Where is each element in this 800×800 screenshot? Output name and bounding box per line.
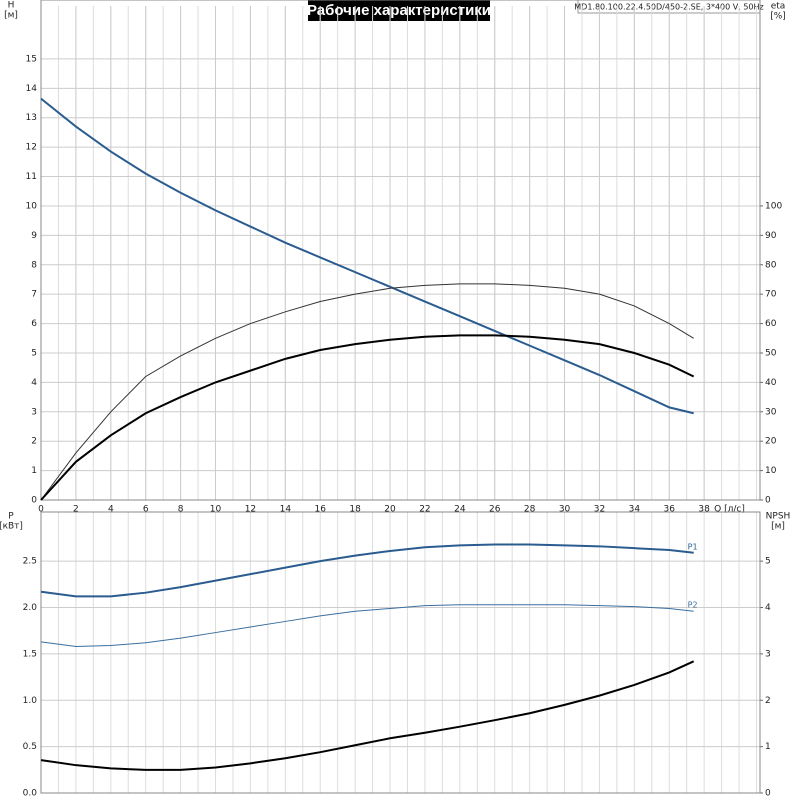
curve bbox=[40, 660, 695, 771]
title-box bbox=[308, 0, 490, 21]
y2-tick-label: 30 bbox=[765, 407, 777, 417]
y-tick-label: 8 bbox=[31, 260, 37, 270]
y-tick-label: 5 bbox=[31, 348, 37, 358]
y-tick-label: 4 bbox=[31, 378, 37, 388]
y-tick-label: 2 bbox=[31, 437, 37, 447]
series-label: P2 bbox=[688, 601, 698, 610]
y-tick-label: 1.5 bbox=[23, 649, 37, 659]
y2-tick-label: 50 bbox=[765, 348, 777, 358]
y-tick-label: 10 bbox=[26, 201, 38, 211]
y-axis-label: P bbox=[8, 512, 14, 522]
curve bbox=[40, 334, 695, 501]
y-axis-unit: [м] bbox=[4, 11, 18, 21]
x-tick-label: 30 bbox=[559, 505, 571, 515]
curve bbox=[40, 543, 694, 598]
y-tick-label: 14 bbox=[26, 84, 38, 94]
y-tick-label: 2.5 bbox=[23, 557, 37, 567]
y-tick-label: 9 bbox=[31, 231, 37, 241]
y-tick-label: 0 bbox=[31, 496, 37, 506]
x-tick-label: 12 bbox=[245, 505, 256, 515]
x-tick-label: 10 bbox=[210, 505, 222, 515]
y2-tick-label: 5 bbox=[765, 557, 771, 567]
x-tick-label: 4 bbox=[108, 505, 114, 515]
y2-axis-unit: [%] bbox=[770, 12, 786, 22]
y-tick-label: 6 bbox=[31, 319, 37, 329]
y-axis-unit: [кВт] bbox=[0, 522, 23, 532]
x-tick-label: 22 bbox=[419, 505, 430, 515]
x-tick-label: 38 bbox=[698, 505, 710, 515]
y2-tick-label: 0 bbox=[765, 496, 771, 506]
x-tick-label: 32 bbox=[594, 505, 605, 515]
y-tick-label: 1 bbox=[31, 466, 37, 476]
x-tick-label: 16 bbox=[314, 505, 326, 515]
x-tick-label: 26 bbox=[489, 505, 501, 515]
y2-tick-label: 20 bbox=[765, 437, 777, 447]
y-tick-label: 0.5 bbox=[23, 742, 37, 752]
x-tick-label: 18 bbox=[349, 505, 361, 515]
y2-axis-unit: [м] bbox=[771, 522, 785, 532]
y2-axis-label: NPSH bbox=[766, 512, 791, 522]
x-tick-label: 0 bbox=[38, 505, 44, 515]
y2-tick-label: 70 bbox=[765, 290, 777, 300]
y2-tick-label: 1 bbox=[765, 742, 771, 752]
y-tick-label: 15 bbox=[26, 54, 37, 64]
x-tick-label: 24 bbox=[454, 505, 466, 515]
y-tick-label: 1.0 bbox=[23, 696, 38, 706]
plot-frame bbox=[40, 511, 761, 794]
y2-tick-label: 40 bbox=[765, 378, 777, 388]
y-tick-label: 3 bbox=[31, 407, 37, 417]
y-axis-label: H bbox=[8, 1, 15, 11]
y2-tick-label: 90 bbox=[765, 231, 777, 241]
y-tick-label: 13 bbox=[26, 113, 37, 123]
x-tick-label: 34 bbox=[629, 505, 641, 515]
x-tick-label: 2 bbox=[73, 505, 79, 515]
y2-tick-label: 100 bbox=[765, 201, 782, 211]
y-tick-label: 0.0 bbox=[23, 789, 38, 799]
y2-tick-label: 10 bbox=[765, 466, 777, 476]
series-label: P1 bbox=[688, 542, 698, 551]
y-tick-label: 11 bbox=[26, 172, 37, 182]
y-tick-label: 7 bbox=[31, 290, 37, 300]
y2-tick-label: 60 bbox=[765, 319, 777, 329]
y2-tick-label: 4 bbox=[765, 603, 771, 613]
y2-axis-label: eta bbox=[771, 2, 786, 12]
x-tick-label: 36 bbox=[664, 505, 676, 515]
curve bbox=[40, 97, 694, 415]
x-tick-label: 28 bbox=[524, 505, 536, 515]
y-tick-label: 2.0 bbox=[23, 603, 38, 613]
x-tick-label: 6 bbox=[143, 505, 149, 515]
y2-tick-label: 3 bbox=[765, 649, 771, 659]
x-tick-label: 8 bbox=[178, 505, 184, 515]
x-tick-label: 14 bbox=[280, 505, 292, 515]
x-axis-label: Q [л/с] bbox=[714, 505, 745, 515]
curve bbox=[40, 604, 694, 647]
y-tick-label: 12 bbox=[26, 143, 37, 153]
y2-tick-label: 80 bbox=[765, 260, 777, 270]
y2-tick-label: 0 bbox=[765, 789, 771, 799]
y2-tick-label: 2 bbox=[765, 696, 771, 706]
curve bbox=[40, 283, 694, 501]
plot-frame bbox=[40, 0, 761, 501]
x-tick-label: 20 bbox=[384, 505, 396, 515]
chart-title: Рабочие характеристики bbox=[307, 2, 491, 19]
